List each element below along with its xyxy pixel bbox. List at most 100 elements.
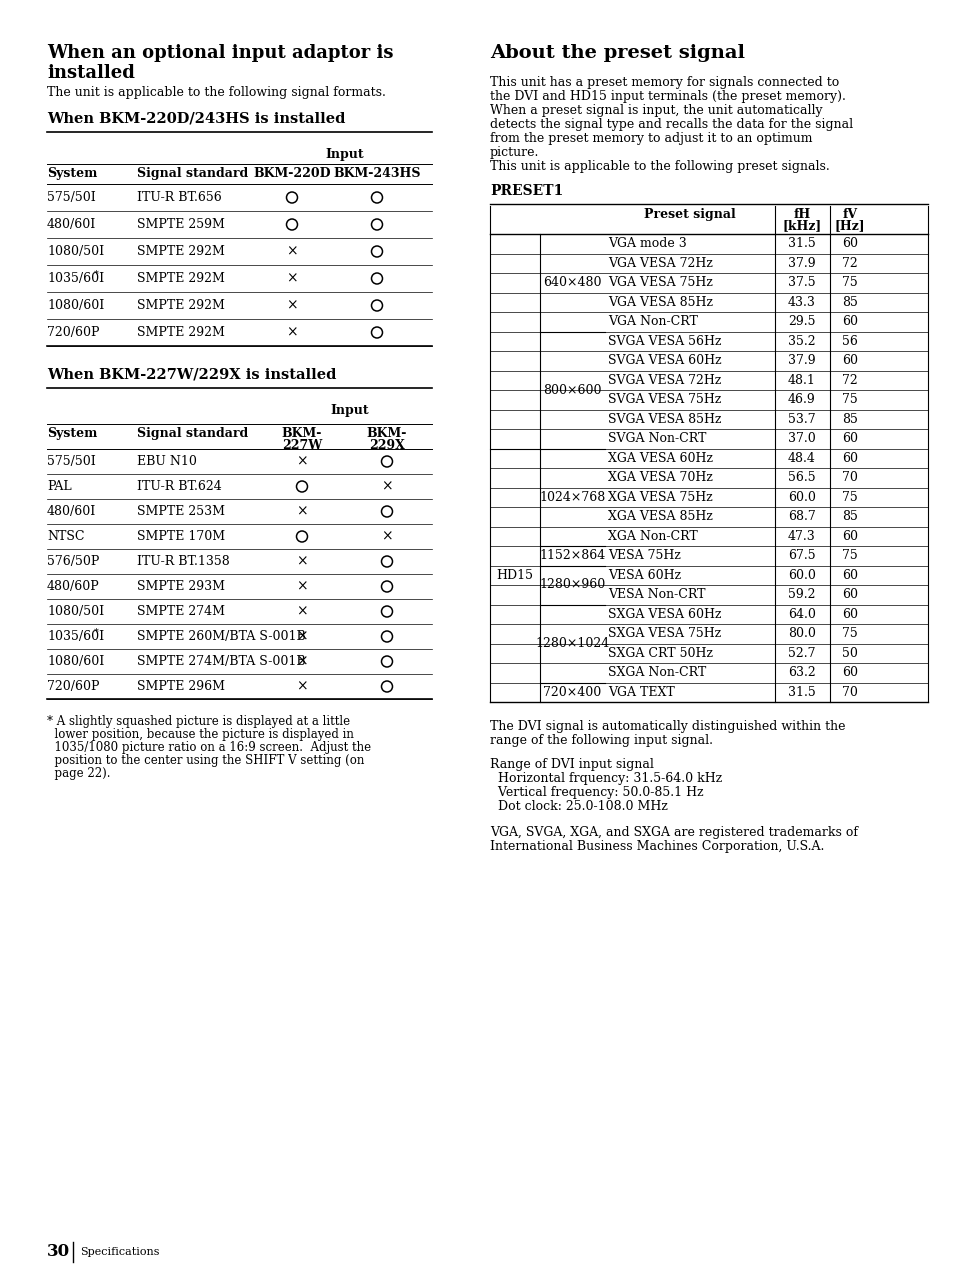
Text: VGA, SVGA, XGA, and SXGA are registered trademarks of: VGA, SVGA, XGA, and SXGA are registered … xyxy=(490,826,857,840)
Text: 50: 50 xyxy=(841,647,857,660)
Text: VGA mode 3: VGA mode 3 xyxy=(607,237,686,250)
Text: ITU-R BT.656: ITU-R BT.656 xyxy=(137,191,221,204)
Text: PRESET1: PRESET1 xyxy=(490,183,562,197)
Text: 70: 70 xyxy=(841,685,857,698)
Text: 30: 30 xyxy=(47,1243,71,1260)
Text: *: * xyxy=(93,628,98,637)
Text: Dot clock: 25.0-108.0 MHz: Dot clock: 25.0-108.0 MHz xyxy=(490,800,667,813)
Text: from the preset memory to adjust it to an optimum: from the preset memory to adjust it to a… xyxy=(490,132,812,145)
Text: fH: fH xyxy=(793,208,810,220)
Text: 1035/1080 picture ratio on a 16:9 screen.  Adjust the: 1035/1080 picture ratio on a 16:9 screen… xyxy=(47,741,371,754)
Text: HD15: HD15 xyxy=(496,568,533,582)
Text: ×: × xyxy=(381,530,393,544)
Text: 1035/60I: 1035/60I xyxy=(47,273,104,285)
Text: 720/60P: 720/60P xyxy=(47,326,99,339)
Text: 60: 60 xyxy=(841,568,857,582)
Text: XGA VESA 70Hz: XGA VESA 70Hz xyxy=(607,471,712,484)
Text: SXGA VESA 60Hz: SXGA VESA 60Hz xyxy=(607,608,720,620)
Text: ×: × xyxy=(286,245,297,259)
Text: 576/50P: 576/50P xyxy=(47,555,99,568)
Text: range of the following input signal.: range of the following input signal. xyxy=(490,734,712,747)
Text: ×: × xyxy=(295,629,308,643)
Text: BKM-220D: BKM-220D xyxy=(253,167,331,180)
Text: BKM-: BKM- xyxy=(281,427,322,440)
Text: 31.5: 31.5 xyxy=(787,237,815,250)
Text: VESA 60Hz: VESA 60Hz xyxy=(607,568,680,582)
Text: SVGA VESA 72Hz: SVGA VESA 72Hz xyxy=(607,373,720,387)
Text: 1080/60I: 1080/60I xyxy=(47,655,104,668)
Text: 1080/50I: 1080/50I xyxy=(47,605,104,618)
Text: lower position, because the picture is displayed in: lower position, because the picture is d… xyxy=(47,727,354,741)
Text: SVGA Non-CRT: SVGA Non-CRT xyxy=(607,432,705,445)
Text: Vertical frequency: 50.0-85.1 Hz: Vertical frequency: 50.0-85.1 Hz xyxy=(490,786,703,799)
Text: 575/50I: 575/50I xyxy=(47,191,95,204)
Text: ×: × xyxy=(286,298,297,312)
Text: 60: 60 xyxy=(841,530,857,543)
Text: ×: × xyxy=(295,604,308,618)
Text: 75: 75 xyxy=(841,276,857,289)
Text: 1080/60I: 1080/60I xyxy=(47,299,104,312)
Text: 53.7: 53.7 xyxy=(787,413,815,426)
Text: [kHz]: [kHz] xyxy=(781,219,821,232)
Text: 37.9: 37.9 xyxy=(787,354,815,367)
Text: BKM-: BKM- xyxy=(366,427,407,440)
Text: 60: 60 xyxy=(841,589,857,601)
Text: 60: 60 xyxy=(841,237,857,250)
Text: 85: 85 xyxy=(841,296,857,308)
Text: International Business Machines Corporation, U.S.A.: International Business Machines Corporat… xyxy=(490,840,823,854)
Text: * A slightly squashed picture is displayed at a little: * A slightly squashed picture is display… xyxy=(47,715,350,727)
Text: SMPTE 293M: SMPTE 293M xyxy=(137,580,225,592)
Text: [Hz]: [Hz] xyxy=(834,219,864,232)
Text: 480/60I: 480/60I xyxy=(47,505,96,519)
Text: 60: 60 xyxy=(841,666,857,679)
Text: 60: 60 xyxy=(841,608,857,620)
Text: Range of DVI input signal: Range of DVI input signal xyxy=(490,758,653,771)
Text: 227W: 227W xyxy=(281,440,322,452)
Text: NTSC: NTSC xyxy=(47,530,85,543)
Text: VGA Non-CRT: VGA Non-CRT xyxy=(607,315,698,329)
Text: 85: 85 xyxy=(841,413,857,426)
Text: Signal standard: Signal standard xyxy=(137,427,248,440)
Text: SMPTE 274M: SMPTE 274M xyxy=(137,605,225,618)
Text: 75: 75 xyxy=(841,490,857,503)
Text: 56: 56 xyxy=(841,335,857,348)
Text: SXGA VESA 75Hz: SXGA VESA 75Hz xyxy=(607,627,720,641)
Text: 29.5: 29.5 xyxy=(787,315,815,329)
Text: 68.7: 68.7 xyxy=(787,511,815,524)
Text: About the preset signal: About the preset signal xyxy=(490,45,744,62)
Text: page 22).: page 22). xyxy=(47,767,111,780)
Text: SVGA VESA 75Hz: SVGA VESA 75Hz xyxy=(607,394,720,406)
Text: 1080/50I: 1080/50I xyxy=(47,245,104,259)
Text: This unit is applicable to the following preset signals.: This unit is applicable to the following… xyxy=(490,161,829,173)
Text: 720×400: 720×400 xyxy=(543,685,601,698)
Text: position to the center using the SHIFT V setting (on: position to the center using the SHIFT V… xyxy=(47,754,364,767)
Text: When a preset signal is input, the unit automatically: When a preset signal is input, the unit … xyxy=(490,104,821,117)
Text: The unit is applicable to the following signal formats.: The unit is applicable to the following … xyxy=(47,87,385,99)
Text: ×: × xyxy=(286,271,297,285)
Text: 48.4: 48.4 xyxy=(787,452,815,465)
Text: 480/60I: 480/60I xyxy=(47,218,96,231)
Text: VGA VESA 85Hz: VGA VESA 85Hz xyxy=(607,296,712,308)
Text: SXGA Non-CRT: SXGA Non-CRT xyxy=(607,666,705,679)
Text: ×: × xyxy=(295,554,308,568)
Text: ×: × xyxy=(286,325,297,339)
Text: 70: 70 xyxy=(841,471,857,484)
Text: installed: installed xyxy=(47,64,134,82)
Text: 31.5: 31.5 xyxy=(787,685,815,698)
Text: ×: × xyxy=(295,679,308,693)
Text: 64.0: 64.0 xyxy=(787,608,815,620)
Text: 1280×960: 1280×960 xyxy=(538,578,605,591)
Text: ×: × xyxy=(295,580,308,594)
Text: SVGA VESA 85Hz: SVGA VESA 85Hz xyxy=(607,413,720,426)
Text: 60.0: 60.0 xyxy=(787,568,815,582)
Text: 72: 72 xyxy=(841,257,857,270)
Text: EBU N10: EBU N10 xyxy=(137,455,196,468)
Text: 56.5: 56.5 xyxy=(787,471,815,484)
Text: XGA Non-CRT: XGA Non-CRT xyxy=(607,530,697,543)
Text: VGA VESA 75Hz: VGA VESA 75Hz xyxy=(607,276,712,289)
Text: BKM-243HS: BKM-243HS xyxy=(333,167,420,180)
Text: 75: 75 xyxy=(841,627,857,641)
Text: *: * xyxy=(93,270,98,279)
Text: SMPTE 292M: SMPTE 292M xyxy=(137,299,225,312)
Text: System: System xyxy=(47,167,97,180)
